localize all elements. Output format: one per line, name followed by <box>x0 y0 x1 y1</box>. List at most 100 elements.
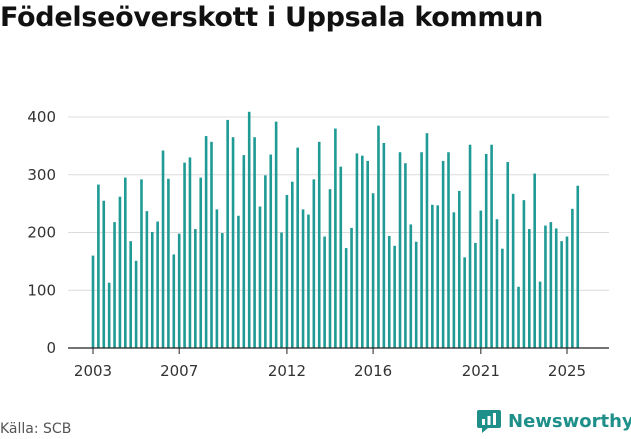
bar <box>490 144 493 348</box>
bar <box>156 221 159 348</box>
bar <box>328 189 332 348</box>
bar <box>350 227 353 348</box>
bar <box>167 178 170 348</box>
bar <box>150 231 154 348</box>
x-tick-label: 2007 <box>160 362 198 380</box>
bar <box>91 255 95 348</box>
y-tick-label: 0 <box>46 339 56 357</box>
x-tick-label: 2012 <box>268 362 306 380</box>
bar <box>355 153 359 348</box>
bar <box>377 125 380 348</box>
bar <box>511 193 515 348</box>
chart-title: Födelseöverskott i Uppsala kommun <box>0 2 544 33</box>
bar <box>484 153 488 348</box>
bar <box>538 281 542 348</box>
bar <box>554 228 558 348</box>
bar <box>452 212 456 348</box>
bar <box>183 162 186 348</box>
source-note: Källa: SCB <box>0 421 72 437</box>
bar <box>463 257 466 348</box>
bar <box>361 155 364 348</box>
bar <box>113 222 116 348</box>
brand-logo[interactable]: Newsworthy <box>476 408 631 434</box>
bar <box>495 219 499 348</box>
bar <box>237 215 240 348</box>
bar <box>107 282 111 348</box>
x-tick-label: 2016 <box>354 362 392 380</box>
bar <box>194 229 197 348</box>
bar <box>549 222 553 348</box>
bar <box>544 225 547 348</box>
bar <box>269 154 273 348</box>
bar <box>226 119 229 348</box>
bar <box>387 235 391 348</box>
bar <box>188 157 192 348</box>
bar <box>506 162 510 348</box>
bar <box>420 152 423 348</box>
bar <box>231 137 235 348</box>
bar <box>317 141 321 348</box>
bar <box>371 193 375 348</box>
bar <box>177 233 181 348</box>
bar <box>253 137 256 348</box>
bar <box>124 177 127 348</box>
bar <box>414 241 418 348</box>
bar <box>280 232 283 348</box>
bar <box>204 136 208 348</box>
bar <box>366 160 369 348</box>
grid-lines <box>68 116 609 291</box>
bar <box>129 241 132 348</box>
y-tick-label: 400 <box>27 108 56 126</box>
bar <box>312 179 316 348</box>
bar <box>161 150 165 348</box>
bar <box>382 142 386 348</box>
bar <box>247 111 251 348</box>
bar <box>409 224 413 348</box>
y-tick-label: 300 <box>27 166 56 184</box>
bar <box>468 144 472 348</box>
bar <box>457 190 461 348</box>
bar <box>118 196 122 348</box>
bar <box>274 121 278 349</box>
brand-name: Newsworthy <box>508 410 631 432</box>
x-tick-label: 2025 <box>548 362 586 380</box>
bar <box>522 200 526 348</box>
bar <box>339 166 343 348</box>
bar <box>199 177 203 348</box>
bar <box>307 214 310 348</box>
bar <box>571 208 574 348</box>
y-axis-ticks: 0 100 200 300 400 <box>27 108 56 357</box>
bar <box>474 242 477 348</box>
bar <box>436 205 440 348</box>
bar <box>565 236 569 348</box>
bar <box>210 141 213 348</box>
bar <box>479 210 483 348</box>
x-tick-label: 2003 <box>74 362 112 380</box>
bar <box>576 185 580 348</box>
bar <box>425 133 429 348</box>
bar <box>285 194 289 348</box>
bar <box>215 209 219 348</box>
bar <box>220 233 224 348</box>
bar <box>344 248 348 348</box>
bar <box>398 152 402 348</box>
bar <box>134 260 138 348</box>
bar <box>431 204 434 348</box>
bar <box>447 152 450 348</box>
bar <box>517 286 520 348</box>
bar <box>441 160 445 348</box>
bar <box>145 211 149 348</box>
bar <box>533 173 536 348</box>
bar <box>296 147 299 348</box>
bar <box>140 179 143 348</box>
y-tick-label: 100 <box>27 281 56 299</box>
bar <box>242 155 246 348</box>
bar <box>404 163 407 348</box>
bar <box>560 241 563 348</box>
bar <box>334 128 337 348</box>
bar <box>97 184 100 348</box>
bar <box>501 248 504 348</box>
bars <box>91 111 580 349</box>
bar <box>323 236 326 348</box>
